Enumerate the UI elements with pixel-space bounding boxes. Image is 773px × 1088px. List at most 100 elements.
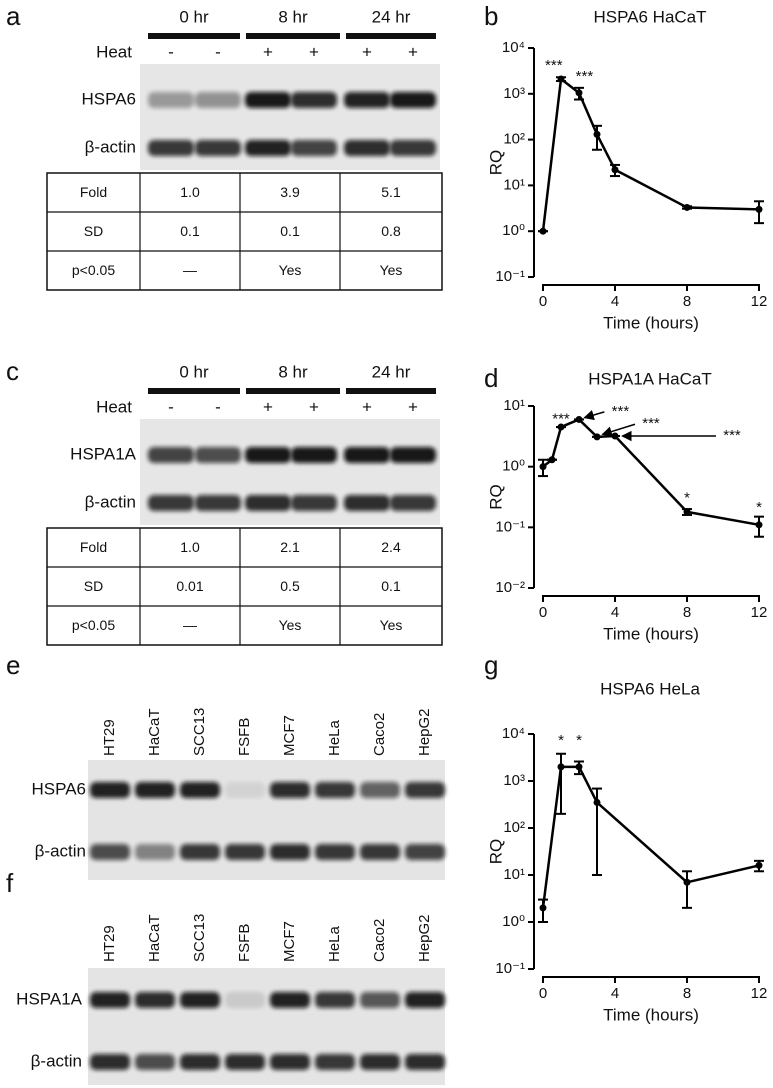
band (225, 1054, 265, 1070)
x-tick-label: 8 (683, 604, 691, 621)
band (225, 844, 265, 860)
blot-row-label: HSPA6 (32, 779, 87, 798)
lane-label: HT29 (101, 925, 118, 962)
time-bar (246, 388, 340, 394)
band (315, 992, 355, 1008)
blot-row-label: β-actin (31, 1051, 82, 1070)
band (180, 844, 220, 860)
heat-sign: + (263, 397, 273, 416)
blot-row-label: HSPA1A (70, 444, 136, 463)
band (180, 1054, 220, 1070)
lane-label: MCF7 (281, 921, 298, 962)
data-point (557, 423, 565, 431)
time-bar (346, 388, 436, 394)
y-tick-label: 10⁰ (502, 913, 525, 930)
table-border (46, 527, 443, 646)
table-cell: SD (84, 578, 103, 594)
table-cell: 5.1 (381, 184, 401, 200)
lane-label: HepG2 (416, 914, 433, 962)
data-point (539, 904, 547, 912)
band (90, 1054, 130, 1070)
table-cell: Fold (80, 184, 107, 200)
time-label: 0 hr (179, 7, 209, 26)
heat-sign: + (263, 42, 273, 61)
band (90, 992, 130, 1008)
time-label: 8 hr (278, 7, 308, 26)
table-cell: Yes (279, 617, 302, 633)
y-tick-label: 10¹ (503, 176, 525, 193)
band (148, 140, 194, 156)
lane-label: HT29 (101, 719, 118, 756)
data-point (755, 205, 763, 213)
band (245, 140, 291, 156)
lane-label: FSFB (236, 718, 253, 756)
y-tick-label: 10⁴ (502, 39, 525, 56)
heat-sign: - (215, 42, 221, 61)
band (344, 495, 390, 511)
band (270, 1054, 310, 1070)
y-tick-label: 10⁻¹ (495, 518, 525, 535)
annotation: * (756, 499, 762, 516)
blot-row-label: β-actin (85, 492, 136, 511)
heat-sign: + (408, 42, 418, 61)
table-cell: 2.4 (381, 539, 401, 555)
panel-letter: d (484, 363, 498, 393)
band (135, 992, 175, 1008)
table-cell: 0.01 (176, 578, 203, 594)
band (344, 447, 390, 463)
lane-label: HeLa (326, 719, 343, 756)
x-tick-label: 12 (751, 985, 768, 1002)
band (180, 992, 220, 1008)
y-tick-label: 10¹ (503, 397, 525, 414)
lane-label: Caco2 (371, 713, 388, 756)
y-tick-label: 10⁻¹ (495, 268, 525, 285)
table-cell: p<0.05 (72, 262, 115, 278)
band (315, 1054, 355, 1070)
band (291, 447, 337, 463)
annotation: *** (576, 68, 594, 85)
table-cell: 0.1 (381, 578, 401, 594)
band (148, 92, 194, 108)
y-tick-label: 10⁰ (502, 458, 525, 475)
panel-letter: g (484, 650, 498, 680)
y-tick-label: 10² (503, 131, 525, 148)
data-point (755, 861, 763, 869)
annotation: *** (545, 57, 563, 74)
x-tick-label: 0 (539, 293, 547, 310)
lane-label: SCC13 (191, 708, 208, 756)
y-tick-label: 10² (503, 819, 525, 836)
band (245, 92, 291, 108)
heat-sign: + (309, 42, 319, 61)
blot-row-label: HSPA1A (16, 989, 82, 1008)
band (270, 844, 310, 860)
band (195, 495, 241, 511)
series-line (542, 418, 760, 527)
data-point (539, 463, 547, 471)
heat-label: Heat (96, 42, 132, 61)
time-bar (346, 33, 436, 39)
time-bar (148, 388, 240, 394)
table-cell: 0.8 (381, 223, 401, 239)
chart-title: HSPA6 HaCaT (593, 7, 706, 26)
heat-sign: + (362, 397, 372, 416)
time-bar (246, 33, 340, 39)
band (245, 447, 291, 463)
heat-sign: + (362, 42, 372, 61)
heat-sign: + (408, 397, 418, 416)
band (148, 495, 194, 511)
annotation: * (576, 732, 582, 749)
data-point (548, 456, 556, 464)
data-point (593, 798, 601, 806)
table-cell: 0.1 (180, 223, 200, 239)
band (291, 140, 337, 156)
band (225, 992, 265, 1008)
band (315, 844, 355, 860)
band (291, 495, 337, 511)
lane-label: FSFB (236, 924, 253, 962)
y-axis-label: RQ (486, 484, 505, 510)
y-tick-label: 10⁻² (495, 579, 525, 596)
y-tick-label: 10⁻¹ (495, 960, 525, 977)
table-cell: Yes (380, 262, 403, 278)
data-point (755, 521, 763, 529)
